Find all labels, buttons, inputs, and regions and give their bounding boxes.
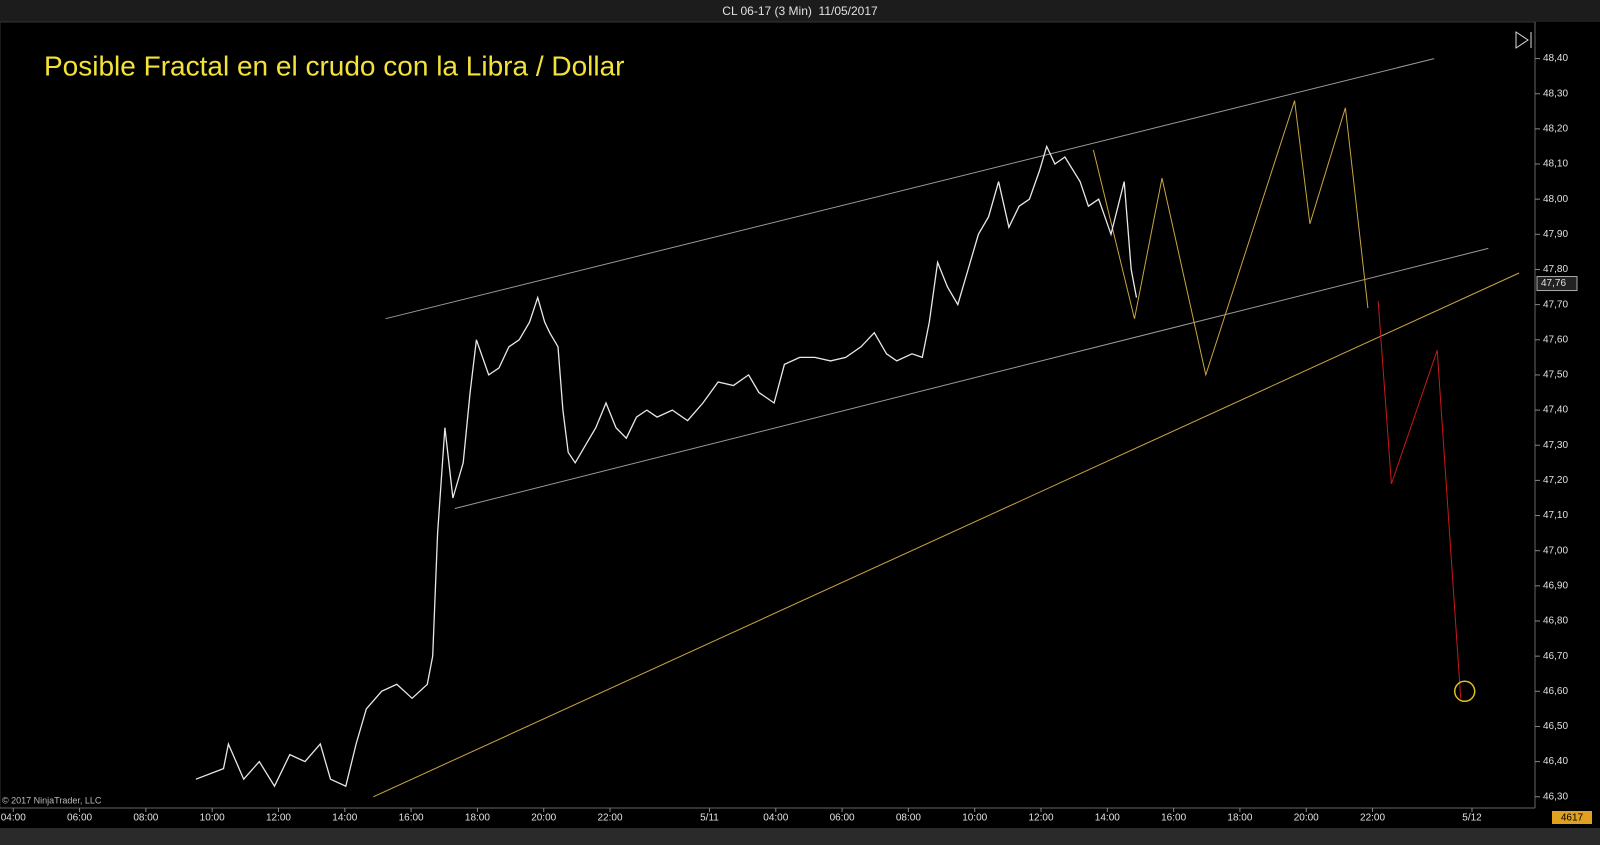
x-tick-label: 14:00	[1095, 813, 1120, 824]
annotation: Posible Fractal en el crudo con la Libra…	[44, 50, 625, 81]
y-tick-label: 47,30	[1543, 440, 1568, 451]
y-tick-label: 47,90	[1543, 229, 1568, 240]
plot-area	[0, 21, 1536, 809]
x-tick-label: 10:00	[962, 813, 987, 824]
y-tick-label: 48,30	[1543, 88, 1568, 99]
x-tick-label: 08:00	[133, 813, 158, 824]
x-tick-label: 22:00	[1360, 813, 1385, 824]
x-tick-label: 16:00	[1161, 813, 1186, 824]
y-tick-label: 48,10	[1543, 159, 1568, 170]
x-tick-label: 20:00	[531, 813, 556, 824]
drawing-line	[373, 272, 1520, 798]
price-line	[195, 144, 1138, 788]
x-tick-label: 5/11	[700, 813, 719, 824]
last-price-box	[1536, 276, 1578, 292]
x-tick-label: 04:00	[1, 813, 26, 824]
y-tick-label: 46,30	[1543, 791, 1568, 802]
x-axis-area	[0, 808, 1600, 828]
x-tick-label: 12:00	[1028, 813, 1053, 824]
y-tick-label: 46,40	[1543, 756, 1568, 767]
x-tick-label: 18:00	[465, 813, 490, 824]
y-tick-label: 46,50	[1543, 721, 1568, 732]
x-tick-label: 16:00	[399, 813, 424, 824]
y-tick-label: 46,70	[1543, 651, 1568, 662]
x-tick-label: 04:00	[763, 813, 788, 824]
y-tick-label: 47,70	[1543, 299, 1568, 310]
x-tick-label: 18:00	[1227, 813, 1252, 824]
y-tick-label: 47,10	[1543, 510, 1568, 521]
chart-title: CL 06-17 (3 Min) 11/05/2017	[722, 4, 878, 18]
bar-counter: 4617	[1561, 813, 1584, 824]
y-tick-label: 48,00	[1543, 194, 1568, 205]
y-tick-label: 47,00	[1543, 545, 1568, 556]
y-tick-label: 47,60	[1543, 334, 1568, 345]
bottom-border	[0, 828, 1600, 845]
y-tick-label: 48,20	[1543, 124, 1568, 135]
y-tick-label: 47,40	[1543, 405, 1568, 416]
x-tick-label: 14:00	[332, 813, 357, 824]
y-tick-label: 46,80	[1543, 616, 1568, 627]
drawing-line	[454, 247, 1489, 509]
x-tick-label: 5/12	[1462, 813, 1482, 824]
title-bar	[0, 0, 1600, 22]
y-tick-label: 47,20	[1543, 475, 1568, 486]
y-tick-label: 47,80	[1543, 264, 1568, 275]
y-axis-area	[1535, 22, 1600, 808]
x-tick-label: 12:00	[266, 813, 291, 824]
y-tick-label: 46,60	[1543, 686, 1568, 697]
drawing-line	[1092, 100, 1369, 377]
last-price-label: 47,76	[1541, 278, 1566, 289]
y-tick-label: 47,50	[1543, 370, 1568, 381]
target-circle	[1453, 680, 1476, 703]
bar-counter-box	[1552, 811, 1592, 824]
drawing-line	[385, 58, 1435, 320]
x-tick-label: 10:00	[200, 813, 225, 824]
y-tick-label: 48,40	[1543, 53, 1568, 64]
x-tick-label: 22:00	[598, 813, 623, 824]
x-tick-label: 20:00	[1294, 813, 1319, 824]
x-tick-label: 06:00	[830, 813, 855, 824]
x-tick-label: 08:00	[896, 813, 921, 824]
drawing-line	[1377, 301, 1462, 699]
x-tick-label: 06:00	[67, 813, 92, 824]
copyright: © 2017 NinjaTrader, LLC	[2, 795, 102, 805]
y-tick-label: 46,90	[1543, 580, 1568, 591]
scroll-end-icon[interactable]	[1515, 31, 1532, 49]
